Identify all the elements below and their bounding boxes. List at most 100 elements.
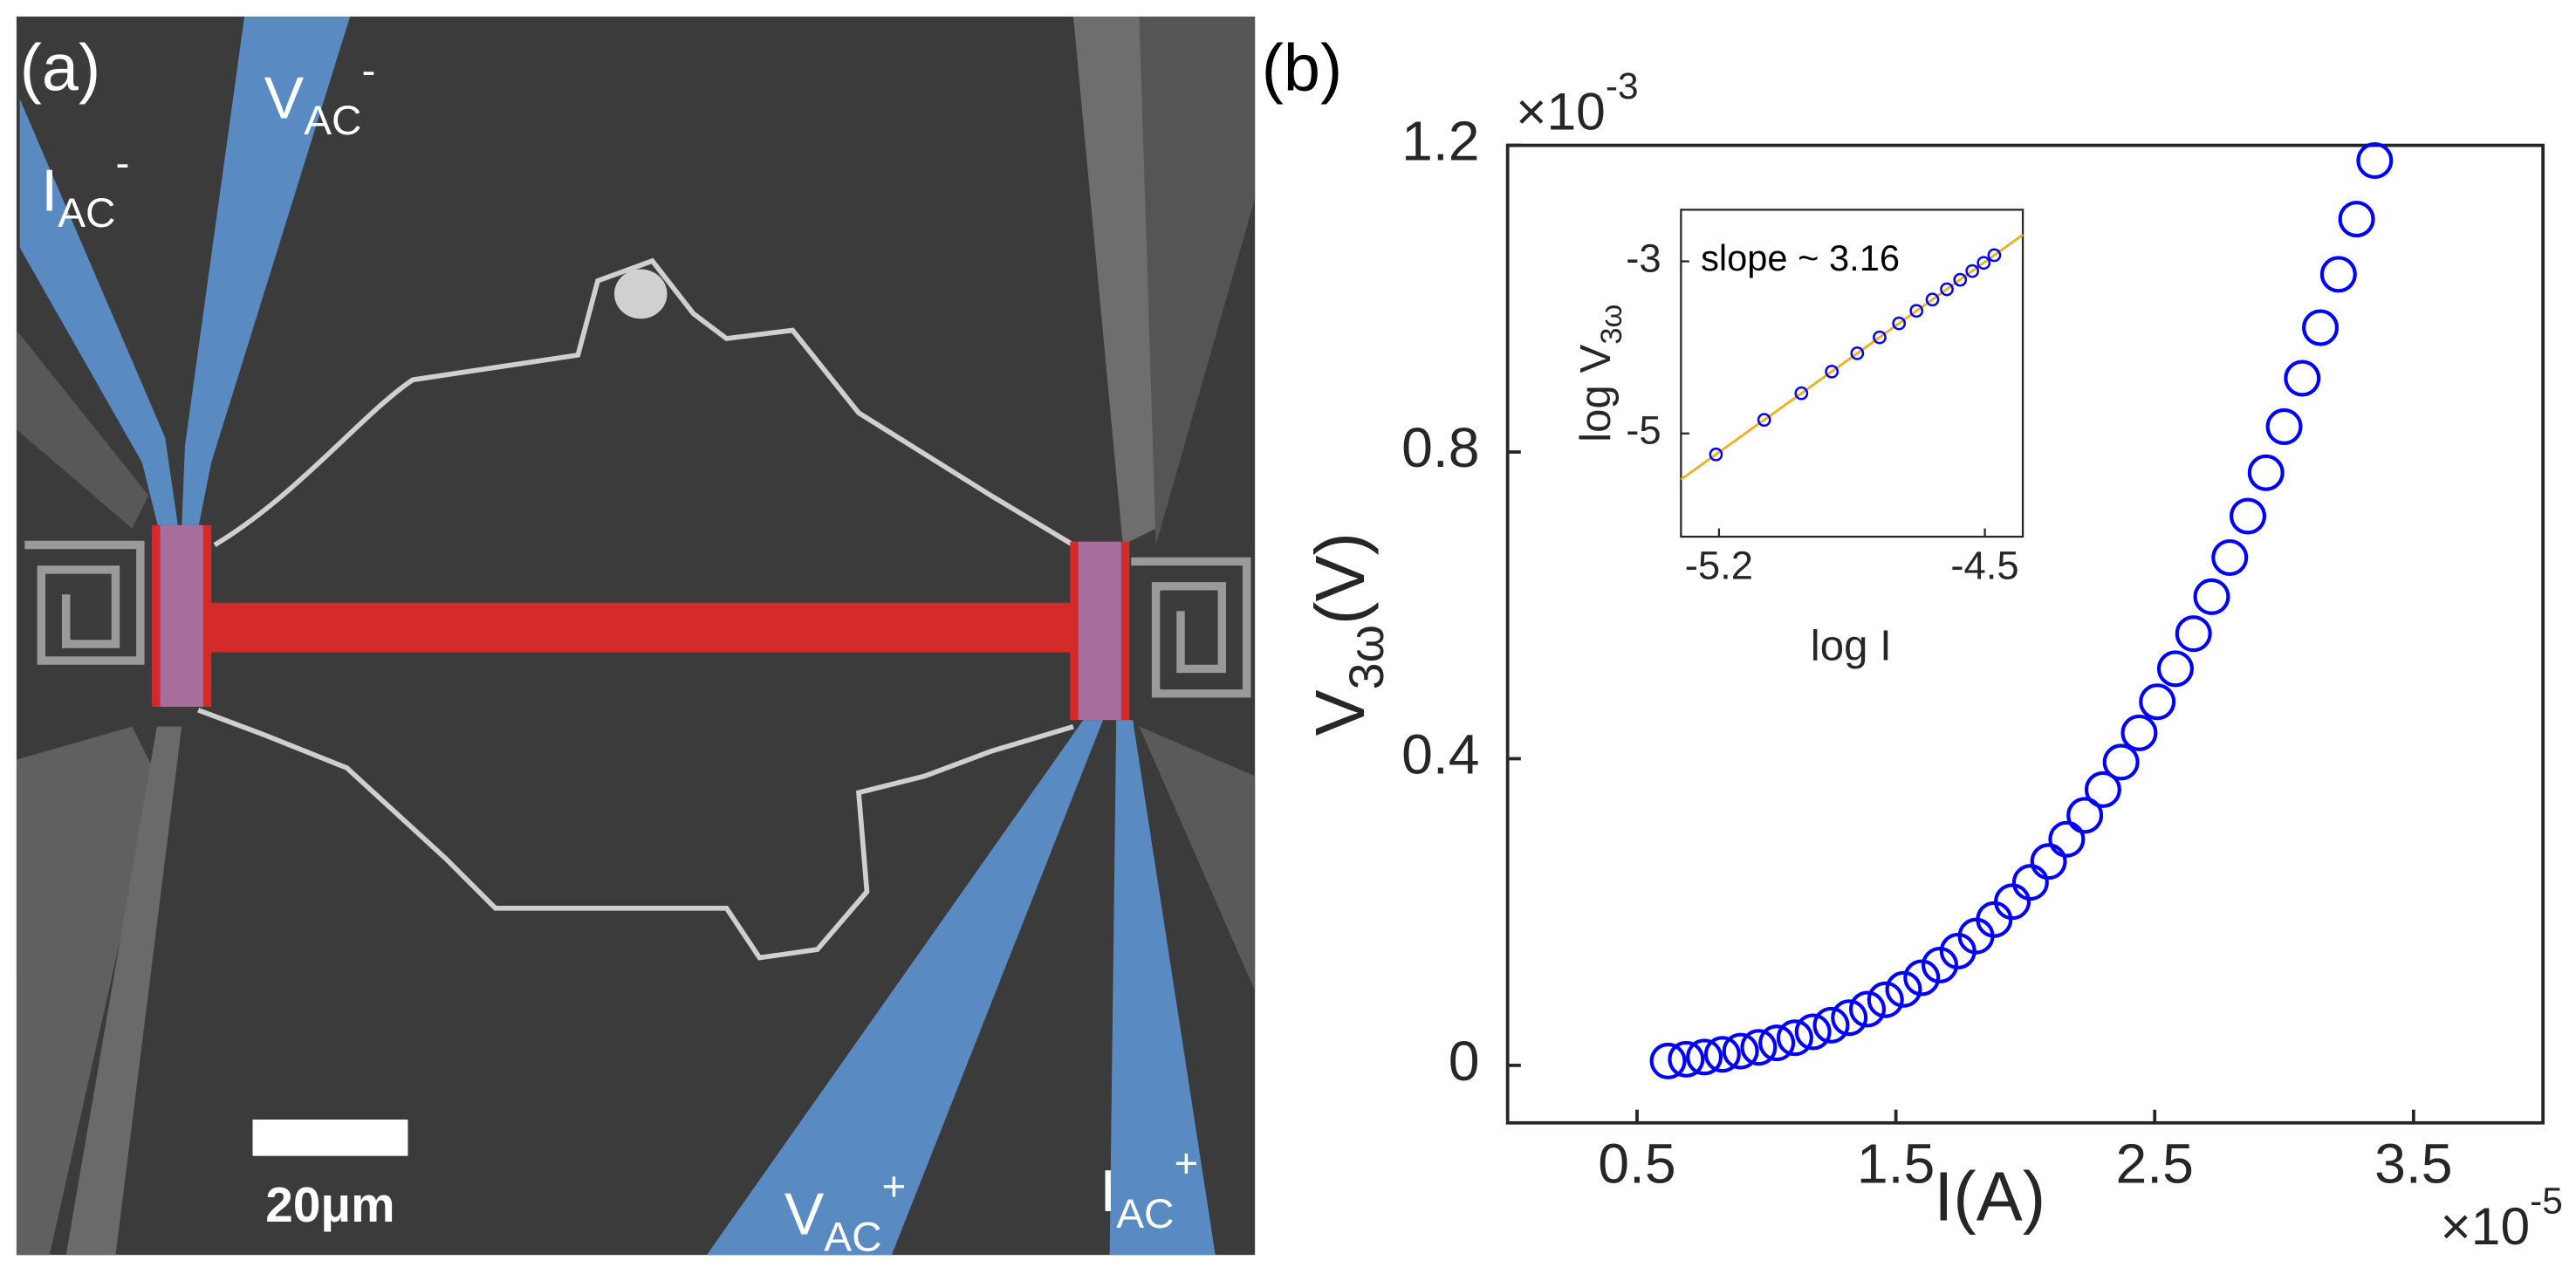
data-point — [1740, 1029, 1778, 1066]
data-point — [2102, 743, 2140, 781]
y-axis-label-part: 3ω — [1595, 305, 1628, 345]
data-point — [1994, 883, 2031, 921]
electrode-label-part: V — [784, 1182, 825, 1248]
data-point — [2048, 820, 2086, 858]
probe-shadow — [65, 726, 182, 1256]
data-point — [1885, 970, 1922, 1008]
y-tick-label: 1.2 — [1401, 110, 1479, 173]
electrode-label-part: V — [264, 65, 305, 131]
electrode-label-part: AC — [1116, 1191, 1174, 1237]
y-axis-label: V3ω(V) — [1301, 532, 1394, 736]
nanowire — [206, 602, 1074, 653]
electrode-label: VAC- — [264, 47, 376, 144]
data-point — [1850, 346, 1865, 360]
panel-label: (b) — [1262, 31, 1343, 105]
electrode — [182, 16, 351, 529]
data-point — [1794, 1013, 1832, 1051]
data-point — [1703, 1036, 1741, 1073]
contact-pad — [160, 524, 203, 707]
y-axis-label-part: 3ω — [1339, 625, 1394, 689]
data-point — [1965, 264, 1980, 278]
y-axis-label-part: log V — [1572, 344, 1620, 442]
electrode-label-part: + — [882, 1163, 907, 1209]
data-point — [1903, 959, 1941, 997]
plot-area — [1505, 143, 2545, 1125]
electrode-label: IAC- — [41, 140, 129, 236]
electrode-label: IAC+ — [1100, 1140, 1198, 1237]
probe-shadow — [16, 726, 157, 1256]
data-point — [2211, 538, 2249, 577]
data-point — [1686, 1038, 1723, 1076]
probe-shadow — [1139, 16, 1256, 545]
data-point — [2120, 714, 2158, 751]
data-point — [1925, 292, 1940, 307]
y-axis-label: log V3ω — [1572, 305, 1628, 442]
x-tick-label: 3.5 — [2374, 1132, 2452, 1195]
y-tick-label: 0.4 — [1401, 723, 1479, 785]
sem-image: 20μm (a) — [16, 16, 1256, 1256]
y-axis-label-part: V — [1301, 689, 1379, 736]
data-point — [1831, 999, 1868, 1037]
data-point — [2139, 683, 2176, 721]
data-point — [2338, 201, 2375, 238]
data-point — [1867, 981, 1904, 1018]
y-tick-label: -3 — [1626, 236, 1661, 281]
y-multiplier-part: -3 — [1606, 65, 1639, 106]
electrode — [1109, 720, 1216, 1256]
data-point — [1892, 316, 1907, 331]
data-point — [1977, 256, 1991, 271]
electrode-label-part: - — [361, 47, 375, 93]
y-axis-label-part: (V) — [1301, 532, 1379, 625]
x-axis-label: I(A) — [1934, 1158, 2045, 1236]
x-tick-label: -4.5 — [1950, 543, 2018, 587]
particle — [613, 269, 668, 319]
scale-bar — [252, 1120, 408, 1156]
y-tick-label: 0 — [1449, 1030, 1480, 1092]
data-point — [1649, 1042, 1687, 1079]
data-point — [2247, 454, 2285, 491]
data-point — [1873, 330, 1887, 345]
panel-label: (a) — [20, 31, 101, 105]
plot-area — [1680, 209, 2024, 538]
data-point — [2302, 309, 2340, 346]
data-point — [2030, 843, 2067, 880]
contact-pad — [1078, 541, 1121, 721]
data-point — [2193, 578, 2230, 615]
data-point — [1758, 1024, 1796, 1062]
electrode-label: VAC+ — [784, 1163, 907, 1260]
y-multiplier: ×10-3 — [1516, 65, 1638, 140]
y-tick-label: 0.8 — [1401, 416, 1479, 479]
electrode-label-part: AC — [824, 1214, 881, 1260]
electrode — [19, 99, 179, 529]
electrode-label-part: AC — [304, 98, 361, 144]
scale-bar-label: 20μm — [265, 1178, 394, 1233]
data-point — [1987, 248, 2002, 263]
data-point — [1709, 447, 1723, 462]
electrode-label-part: AC — [58, 190, 115, 236]
trench-edge — [197, 257, 1075, 961]
data-point — [1812, 1006, 1850, 1044]
x-tick-label: -5.2 — [1685, 543, 1753, 587]
data-point — [2356, 142, 2394, 180]
data-point — [1940, 282, 1954, 297]
probe-shadow — [16, 330, 149, 529]
data-point — [2084, 771, 2121, 808]
probe-shadow — [1073, 16, 1156, 545]
data-point — [1909, 304, 1924, 318]
electrode-label-part: I — [1100, 1158, 1116, 1224]
data-point — [2011, 864, 2049, 901]
electrode-label-part: + — [1174, 1140, 1198, 1187]
y-multiplier-part: ×10 — [1516, 82, 1606, 141]
heater-pattern — [24, 540, 1251, 698]
x-axis-label: log I — [1811, 622, 1892, 670]
data-point — [1953, 272, 1968, 287]
data-point — [2319, 256, 2357, 293]
data-point — [1776, 1019, 1813, 1057]
electrode — [706, 720, 1104, 1256]
data-point — [1794, 386, 1809, 401]
electrode-label-part: - — [115, 140, 129, 186]
data-point — [2175, 615, 2212, 653]
data-point — [1757, 413, 1771, 428]
